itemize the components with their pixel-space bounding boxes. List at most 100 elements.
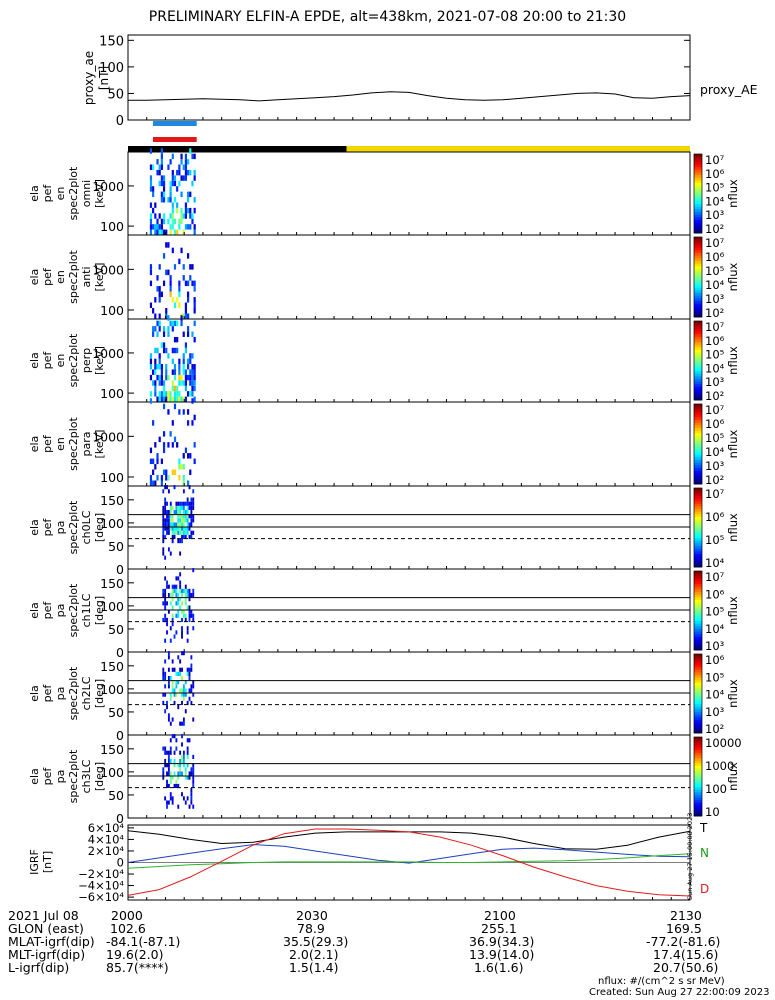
colorbar-cell [694,263,702,267]
region-bar [346,146,690,152]
heatmap-cell [171,592,174,598]
colorbar-cell [694,298,702,302]
heatmap-cell [167,442,170,448]
heatmap-cell [166,804,168,809]
panel-ch1LC-colorbar-tick: 10⁶ [705,587,725,601]
heatmap-cell [188,501,191,506]
colorbar-cell [694,258,702,262]
heatmap-cell [182,358,185,365]
heatmap-cell [167,680,170,685]
heatmap-cell [175,630,178,635]
colorbar-cell [694,739,702,743]
panel-para-colorbar-tick: 10⁴ [705,445,725,459]
panel-ch1LC-colorbar-label: nflux [726,596,740,625]
heatmap-cell [192,804,195,809]
heatmap-cell [189,191,192,198]
panel-ch2LC-colorbar [694,654,702,734]
heatmap-cell [169,758,172,764]
heatmap-cell [158,169,161,176]
colorbar-cell [694,737,702,741]
heatmap-cell [177,576,180,581]
heatmap-cell [166,584,168,589]
colorbar-cell [694,615,702,619]
heatmap-cell [167,409,170,415]
colorbar-cell [694,420,702,424]
heatmap-cell [184,159,188,165]
heatmap-cell [193,153,196,160]
colorbar-cell [694,602,702,606]
heatmap-cell [171,622,174,627]
panel-ch1LC-ylabel-0: ela [28,602,41,619]
heatmap-cell [160,342,163,348]
heatmap-cell [167,522,170,527]
heatmap-cell [188,775,191,780]
panel-anti-colorbar-tick: 10⁵ [705,264,725,278]
heatmap-cell [169,792,172,797]
heatmap-cell [182,526,185,531]
heatmap-cell [173,391,177,397]
heatmap-cell [186,526,189,531]
colorbar-cell [694,282,702,286]
colorbar-cell [694,206,702,210]
colorbar-cell [694,698,702,702]
heatmap-cell [169,526,172,531]
heatmap-cell [164,709,167,714]
colorbar-cell [694,344,702,348]
heatmap-cell [162,505,165,510]
heatmap-cell [166,700,168,706]
colorbar-cell [694,481,702,485]
panel-omni-ytick-label: 100 [100,219,124,234]
heatmap-cell [175,584,178,589]
heatmap-cell [177,613,180,618]
panel-ch3LC-colorbar-frame [693,736,703,817]
colorbar-cell [694,742,702,746]
heatmap-cell [188,671,191,676]
colorbar-cell [694,693,702,697]
colorbar-cell [694,436,702,440]
heatmap-cell [182,501,185,506]
heatmap-cell [175,592,178,598]
heatmap-cell [192,771,195,776]
panel-anti-ytick-label: 100 [100,303,124,318]
heatmap-cell [186,700,189,706]
heatmap-cell [166,485,168,490]
heatmap-cell [189,169,192,176]
heatmap-cell [192,514,195,519]
heatmap-cell [169,501,172,506]
heatmap-cell [186,501,189,506]
heatmap-cell [171,213,174,219]
heatmap-cell [193,336,196,343]
heatmap-cell [189,453,192,459]
panel-ch3LC-ylabel-2: pa [54,770,67,784]
heatmap-cell [166,530,168,535]
heatmap-cell [188,675,191,681]
colorbar-cell [694,503,702,507]
heatmap-cell [182,530,185,535]
panel-ch2LC-ytick-label: 50 [108,705,124,720]
heatmap-cell [184,447,188,454]
igrf-legend-d: D [700,882,709,896]
heatmap-cell [190,518,193,523]
heatmap-cell [160,291,163,298]
colorbar-cell [694,654,702,658]
colorbar-cell [694,711,702,716]
panel-omni-colorbar-tick: 10⁵ [705,181,725,195]
colorbar-cell [694,425,702,429]
heatmap-cell [178,464,181,470]
heatmap-cell [149,280,153,287]
heatmap-cell [176,391,179,397]
heatmap-cell [184,592,187,598]
heatmap-cell [160,396,163,402]
colorbar-cell [694,802,702,806]
panel-ch1LC-colorbar-tick: 10⁷ [705,570,725,584]
heatmap-cell [182,754,185,759]
colorbar-cell [694,730,702,734]
heatmap-cell [158,391,161,397]
panel-anti-colorbar-tick: 10² [705,306,724,320]
heatmap-cell [191,369,194,375]
igrf-ytick-label: −6×10⁴ [78,890,124,904]
heatmap-cell [182,717,185,722]
heatmap-cell [154,391,157,397]
heatmap-cell [164,588,167,593]
